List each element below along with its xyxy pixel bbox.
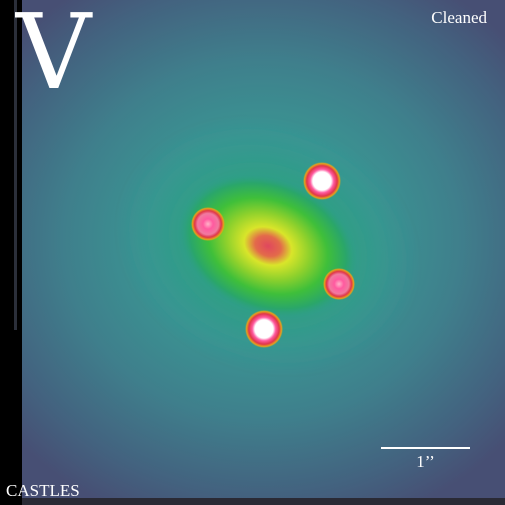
lensed-image-a <box>303 162 341 200</box>
lens-field <box>121 122 415 370</box>
credit-label: CASTLES <box>6 481 80 500</box>
lensed-image-b <box>245 310 283 348</box>
lensed-image-c <box>191 207 225 241</box>
filter-band-label: V <box>16 0 92 113</box>
scale-bar <box>381 447 470 449</box>
left-border-line <box>14 0 17 330</box>
lensed-image-d <box>323 268 355 300</box>
bottom-border <box>22 498 505 505</box>
scale-bar-label: 1’’ <box>416 452 435 471</box>
lens-galaxy <box>176 171 360 321</box>
processing-label: Cleaned <box>431 8 487 27</box>
left-border <box>0 0 22 505</box>
